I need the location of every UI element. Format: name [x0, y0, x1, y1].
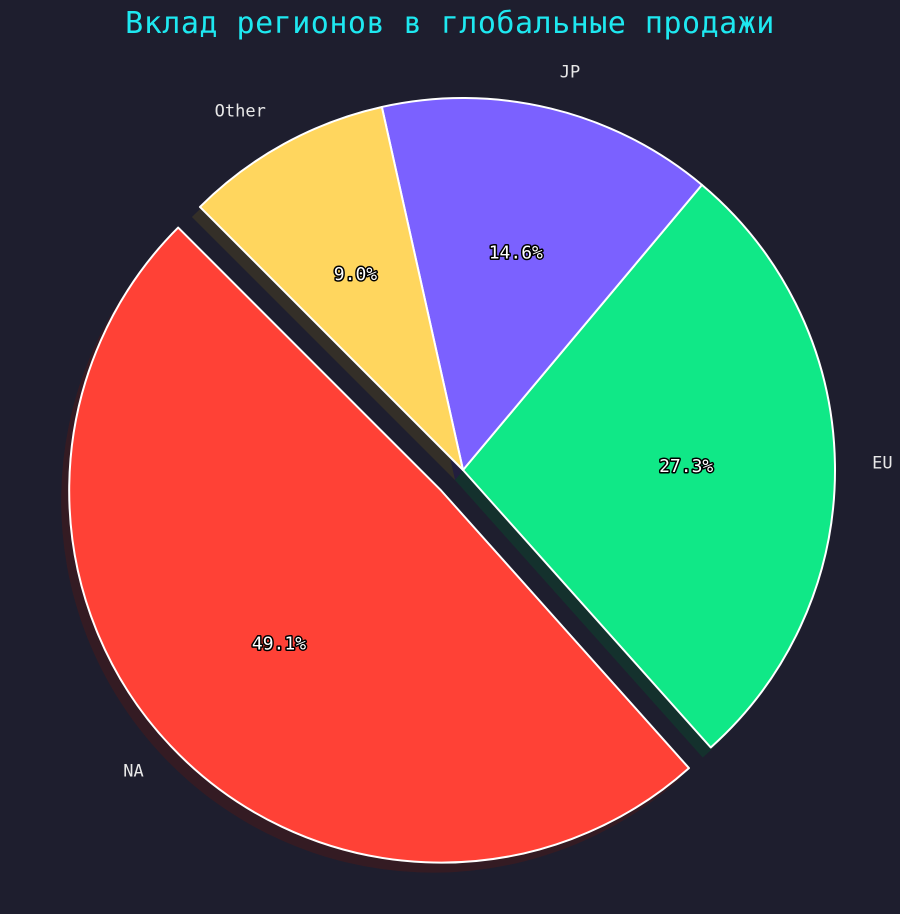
slice-other: [198, 105, 464, 471]
slice-eu: [462, 183, 836, 749]
category-label-jp: JP: [560, 62, 580, 82]
pie-labels: 49.1% NA 27.3% EU 14.6% JP 9.0% Other: [123, 62, 892, 781]
percent-label-other: 9.0%: [334, 264, 378, 285]
category-label-na: NA: [123, 762, 143, 782]
percent-label-eu: 27.3%: [659, 456, 713, 477]
pie-slices: [68, 97, 836, 864]
category-label-eu: EU: [872, 454, 892, 474]
slice-jp: [380, 97, 703, 471]
slice-na: [68, 226, 690, 864]
percent-label-jp: 14.6%: [489, 243, 543, 264]
chart-title: Вклад регионов в глобальные продажи: [125, 6, 775, 41]
category-label-other: Other: [215, 101, 266, 121]
percent-label-na: 49.1%: [252, 633, 306, 654]
